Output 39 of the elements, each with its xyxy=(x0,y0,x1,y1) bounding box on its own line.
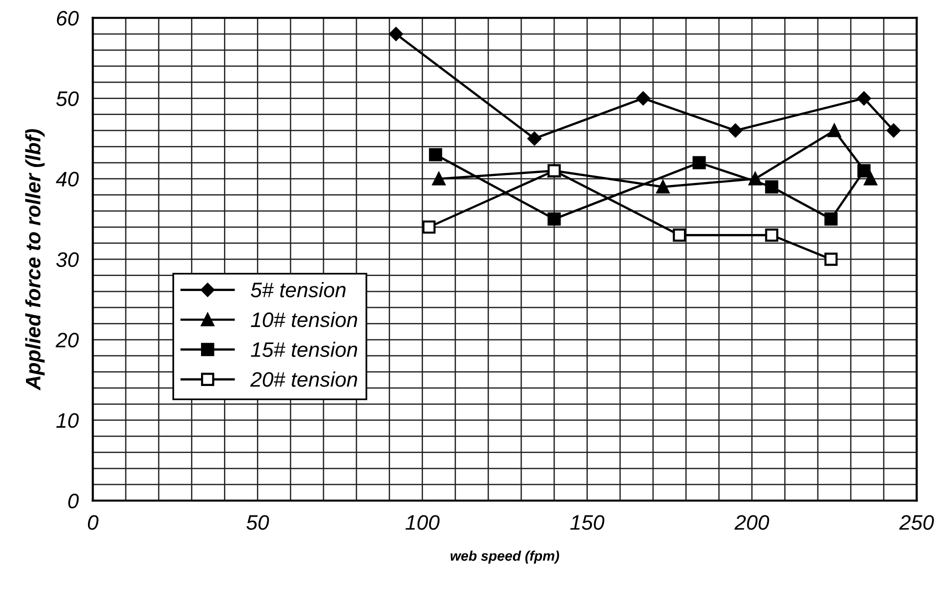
point xyxy=(886,124,901,138)
point xyxy=(389,27,403,41)
point xyxy=(857,91,871,106)
legend-label: 15# tension xyxy=(250,342,358,358)
point xyxy=(765,228,778,242)
y-tick-label: 50 xyxy=(56,91,79,106)
point xyxy=(656,180,670,194)
point xyxy=(765,180,778,194)
point xyxy=(828,124,841,138)
point xyxy=(672,228,686,242)
point xyxy=(857,164,871,178)
x-tick-label: 250 xyxy=(899,515,934,530)
point xyxy=(864,172,878,186)
point xyxy=(422,220,436,234)
point xyxy=(548,212,561,226)
x-tick-label: 150 xyxy=(570,515,604,530)
x-tick-label: 200 xyxy=(734,515,770,530)
legend-label: 10# tension xyxy=(250,312,358,328)
legend-label: 20# tension xyxy=(250,372,358,387)
x-tick-label: 100 xyxy=(406,515,440,530)
x-tick-label: 0 xyxy=(88,515,98,530)
point xyxy=(428,148,442,162)
point xyxy=(636,91,650,106)
point xyxy=(824,212,838,226)
point xyxy=(527,132,542,146)
point xyxy=(692,156,706,170)
y-tick-label: 10 xyxy=(56,413,79,428)
legend-label: 5# tension xyxy=(250,282,346,298)
x-tick-label: 50 xyxy=(246,515,269,530)
point xyxy=(432,172,446,186)
y-tick-label: 40 xyxy=(56,172,79,187)
y-axis-title: Applied force to roller (lbf) xyxy=(25,129,45,390)
y-tick-label: 0 xyxy=(68,494,79,508)
point xyxy=(824,252,838,266)
y-tick-label: 60 xyxy=(56,10,79,26)
point xyxy=(728,124,742,138)
y-tick-label: 30 xyxy=(56,252,79,268)
x-axis-title: web speed (fpm) xyxy=(450,550,560,564)
y-tick-label: 20 xyxy=(56,332,79,348)
